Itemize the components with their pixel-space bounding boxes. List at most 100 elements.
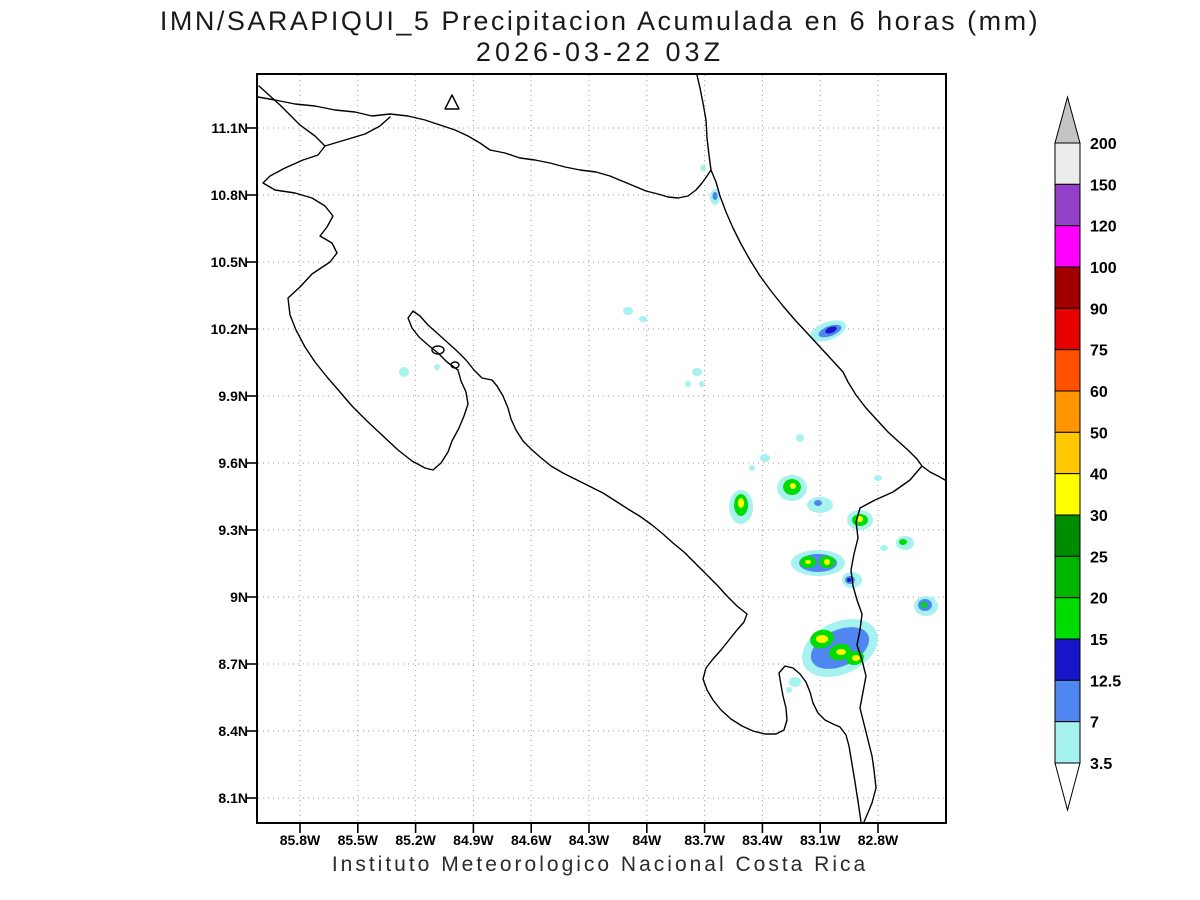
lon-tick-label: 85.8W (279, 832, 321, 848)
lat-tick-label: 10.8N (210, 187, 248, 203)
lat-tick-label: 11.1N (211, 120, 248, 136)
lat-tick-label: 9.9N (218, 388, 248, 404)
precip-cell (700, 165, 706, 171)
panama-border (850, 465, 923, 823)
gridlines (258, 75, 945, 822)
colorbar-tick-label: 3.5 (1090, 756, 1112, 773)
colorbar-tick-label: 90 (1090, 301, 1108, 318)
precip-cell (796, 434, 804, 442)
precip-cell (790, 483, 796, 489)
precip-cell (825, 326, 837, 334)
axis-ticks (247, 127, 879, 833)
precipitation-shaded-contours (399, 165, 938, 693)
lon-tick-label: 84.9W (453, 832, 494, 848)
precip-cell (738, 498, 744, 508)
valid-time-subtitle: 2026-03-22 03Z (475, 37, 725, 67)
lat-tick-label: 9.3N (218, 522, 248, 538)
precip-cell (899, 539, 907, 545)
colorbar-tick-label: 200 (1090, 136, 1117, 153)
gulf-island (450, 361, 460, 369)
page-title: IMN/SARAPIQUI_5 Precipitacion Acumulada … (159, 6, 1041, 36)
map-plot-svg (247, 74, 946, 833)
precip-cell (699, 381, 705, 387)
colorbar-segment (1054, 473, 1081, 516)
nicaragua-border-west (324, 116, 391, 147)
colorbar-segment (1054, 225, 1081, 268)
colorbar-tick-label: 25 (1090, 549, 1108, 566)
precip-cell (760, 454, 770, 462)
colorbar-segment (1054, 679, 1081, 723)
colorbar-tick-label: 30 (1090, 508, 1108, 525)
precip-cell (623, 307, 633, 315)
precip-cell (921, 602, 927, 608)
colorbar-over-arrow (1054, 95, 1081, 144)
lat-tick-label: 8.4N (218, 723, 248, 739)
colorbar-segment (1054, 266, 1081, 309)
lon-tick-label: 84.3W (568, 832, 610, 848)
precip-cell (786, 687, 792, 693)
lat-tick-label: 10.5N (210, 254, 248, 270)
lon-tick-label: 85.5W (337, 832, 379, 848)
precip-cell (805, 560, 811, 564)
lat-tick-label: 8.1N (218, 790, 248, 806)
precip-cell (874, 475, 882, 481)
precip-cell (814, 500, 822, 506)
colorbar-segment (1054, 390, 1081, 433)
map-plot-area (247, 73, 947, 833)
precip-cell (789, 677, 801, 687)
colorbar-segment (1054, 307, 1081, 351)
colorbar: 200 150 120 100 90 75 60 50 40 30 25 20 15 12.5 7 3.5 (1054, 95, 1121, 812)
lon-tick-label: 83.1W (799, 832, 841, 848)
lat-tick-label: 9.6N (218, 455, 248, 471)
lat-tick-label: 10.2N (210, 321, 248, 337)
colorbar-tick-label: 7 (1090, 715, 1099, 732)
lon-tick-label: 85.2W (395, 832, 436, 848)
precip-cell (639, 316, 647, 322)
pacific-coastline (258, 85, 862, 823)
colorbar-tick-label: 20 (1090, 591, 1108, 608)
precip-cell (836, 649, 846, 655)
colorbar-tick-label: 120 (1090, 219, 1117, 236)
colorbar-tick-label: 60 (1090, 384, 1108, 401)
colorbar-tick-label: 100 (1090, 260, 1117, 277)
source-caption: Instituto Meteorologico Nacional Costa R… (331, 853, 869, 876)
precip-cell (880, 545, 888, 551)
colorbar-segment (1054, 555, 1081, 599)
precip-cell (852, 655, 860, 661)
lon-tick-label: 84.6W (510, 832, 552, 848)
colorbar-segment (1054, 431, 1081, 475)
coastlines-and-borders (257, 74, 946, 823)
lon-tick-label: 83.7W (684, 832, 725, 848)
lake-island-marker (444, 94, 460, 110)
lon-tick-label: 82.8W (857, 832, 899, 848)
gulf-island (431, 345, 445, 355)
precip-cell (824, 559, 830, 565)
precip-cell (712, 192, 718, 200)
precip-cell (749, 465, 755, 471)
colorbar-tick-label: 75 (1090, 343, 1108, 360)
colorbar-under-arrow (1054, 762, 1081, 812)
colorbar-segment (1054, 721, 1081, 764)
precip-cell (434, 364, 440, 370)
precip-cell (857, 516, 863, 522)
colorbar-tick-label: 15 (1090, 632, 1108, 649)
colorbar-segment (1054, 183, 1081, 227)
colorbar-segment (1054, 514, 1081, 557)
colorbar-segment (1054, 597, 1081, 640)
colorbar-tick-label: 50 (1090, 425, 1108, 442)
precip-cell (399, 367, 409, 377)
caribbean-coastline (696, 74, 946, 481)
colorbar-segment (1054, 142, 1081, 185)
lon-tick-label: 84W (632, 832, 662, 848)
lon-tick-label: 83.4W (742, 832, 783, 848)
colorbar-segment (1054, 638, 1081, 681)
colorbar-segment (1054, 349, 1081, 392)
precip-cell (692, 368, 702, 376)
colorbar-tick-label: 150 (1090, 177, 1117, 194)
lat-tick-label: 8.7N (218, 656, 248, 672)
lat-tick-label: 9N (230, 589, 248, 605)
colorbar-tick-label: 40 (1090, 467, 1108, 484)
precip-cell (685, 381, 691, 387)
colorbar-tick-label: 12.5 (1090, 673, 1121, 690)
